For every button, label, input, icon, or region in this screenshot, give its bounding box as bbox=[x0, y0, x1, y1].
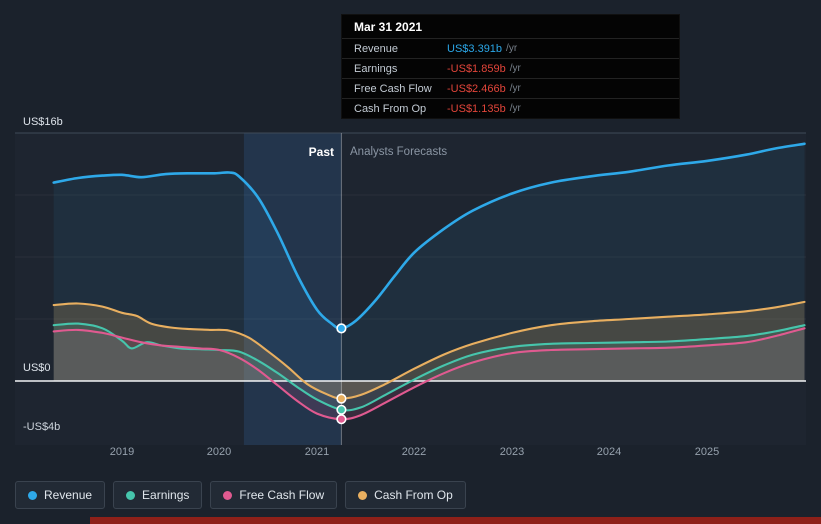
tooltip-unit: /yr bbox=[506, 43, 518, 54]
tooltip-value: -US$1.859b bbox=[447, 62, 506, 75]
tooltip-unit: /yr bbox=[509, 63, 521, 74]
tooltip-row-free-cash-flow: Free Cash Flow -US$2.466b /yr bbox=[342, 78, 679, 98]
tooltip-label: Free Cash Flow bbox=[354, 82, 432, 95]
y-axis-label-negative: -US$4b bbox=[23, 421, 61, 433]
legend-item-cash-from-op[interactable]: Cash From Op bbox=[345, 481, 466, 509]
legend-item-revenue[interactable]: Revenue bbox=[15, 481, 106, 509]
chart-legend: Revenue Earnings Free Cash Flow Cash Fro… bbox=[15, 481, 466, 509]
legend-item-earnings[interactable]: Earnings bbox=[113, 481, 203, 509]
revenue-color-dot-icon bbox=[28, 490, 37, 500]
x-tick-2020: 2020 bbox=[206, 446, 232, 458]
tooltip-date: Mar 31 2021 bbox=[354, 20, 423, 34]
chart-tooltip: Mar 31 2021 Revenue US$3.391b /yr Earnin… bbox=[341, 14, 680, 119]
cash-from-op-color-dot-icon bbox=[358, 490, 368, 500]
tooltip-row-cash-from-op: Cash From Op -US$1.135b /yr bbox=[342, 98, 679, 118]
legend-label: Revenue bbox=[44, 488, 93, 502]
tooltip-unit: /yr bbox=[509, 83, 521, 94]
x-tick-2019: 2019 bbox=[109, 446, 135, 458]
x-tick-2022: 2022 bbox=[401, 446, 427, 458]
legend-label: Earnings bbox=[142, 488, 190, 502]
x-tick-2023: 2023 bbox=[499, 446, 525, 458]
x-tick-2025: 2025 bbox=[694, 446, 720, 458]
tooltip-value: -US$1.135b bbox=[447, 102, 506, 115]
earnings-color-dot-icon bbox=[126, 490, 136, 500]
bottom-red-strip bbox=[90, 517, 821, 524]
free-cash-flow-color-dot-icon bbox=[223, 490, 233, 500]
tooltip-row-earnings: Earnings -US$1.859b /yr bbox=[342, 58, 679, 78]
y-axis-label-zero: US$0 bbox=[23, 362, 51, 374]
tooltip-unit: /yr bbox=[509, 103, 521, 114]
past-label: Past bbox=[308, 145, 334, 159]
x-tick-2024: 2024 bbox=[596, 446, 622, 458]
tooltip-value: US$3.391b bbox=[447, 42, 503, 55]
tooltip-label: Earnings bbox=[354, 62, 398, 75]
tooltip-row-revenue: Revenue US$3.391b /yr bbox=[342, 38, 679, 58]
tooltip-value: -US$2.466b bbox=[447, 82, 506, 95]
legend-label: Cash From Op bbox=[374, 488, 453, 502]
legend-item-free-cash-flow[interactable]: Free Cash Flow bbox=[210, 481, 338, 509]
tooltip-label: Cash From Op bbox=[354, 102, 427, 115]
y-axis-label-top: US$16b bbox=[23, 116, 63, 128]
tooltip-label: Revenue bbox=[354, 42, 399, 55]
legend-label: Free Cash Flow bbox=[239, 488, 325, 502]
analysts-forecasts-label: Analysts Forecasts bbox=[350, 146, 448, 158]
x-tick-2021: 2021 bbox=[304, 446, 330, 458]
